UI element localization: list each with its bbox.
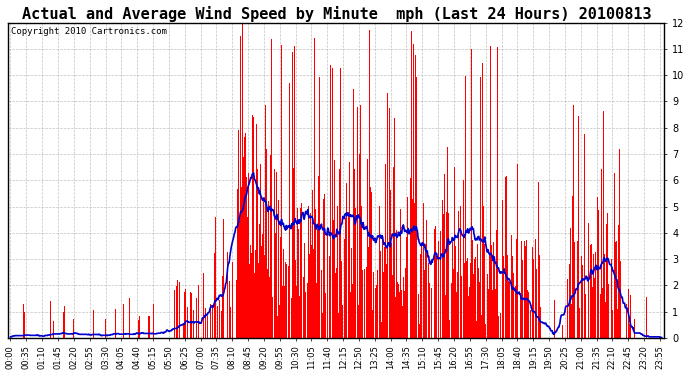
Text: Copyright 2010 Cartronics.com: Copyright 2010 Cartronics.com bbox=[12, 27, 168, 36]
Title: Actual and Average Wind Speed by Minute  mph (Last 24 Hours) 20100813: Actual and Average Wind Speed by Minute … bbox=[21, 6, 651, 21]
